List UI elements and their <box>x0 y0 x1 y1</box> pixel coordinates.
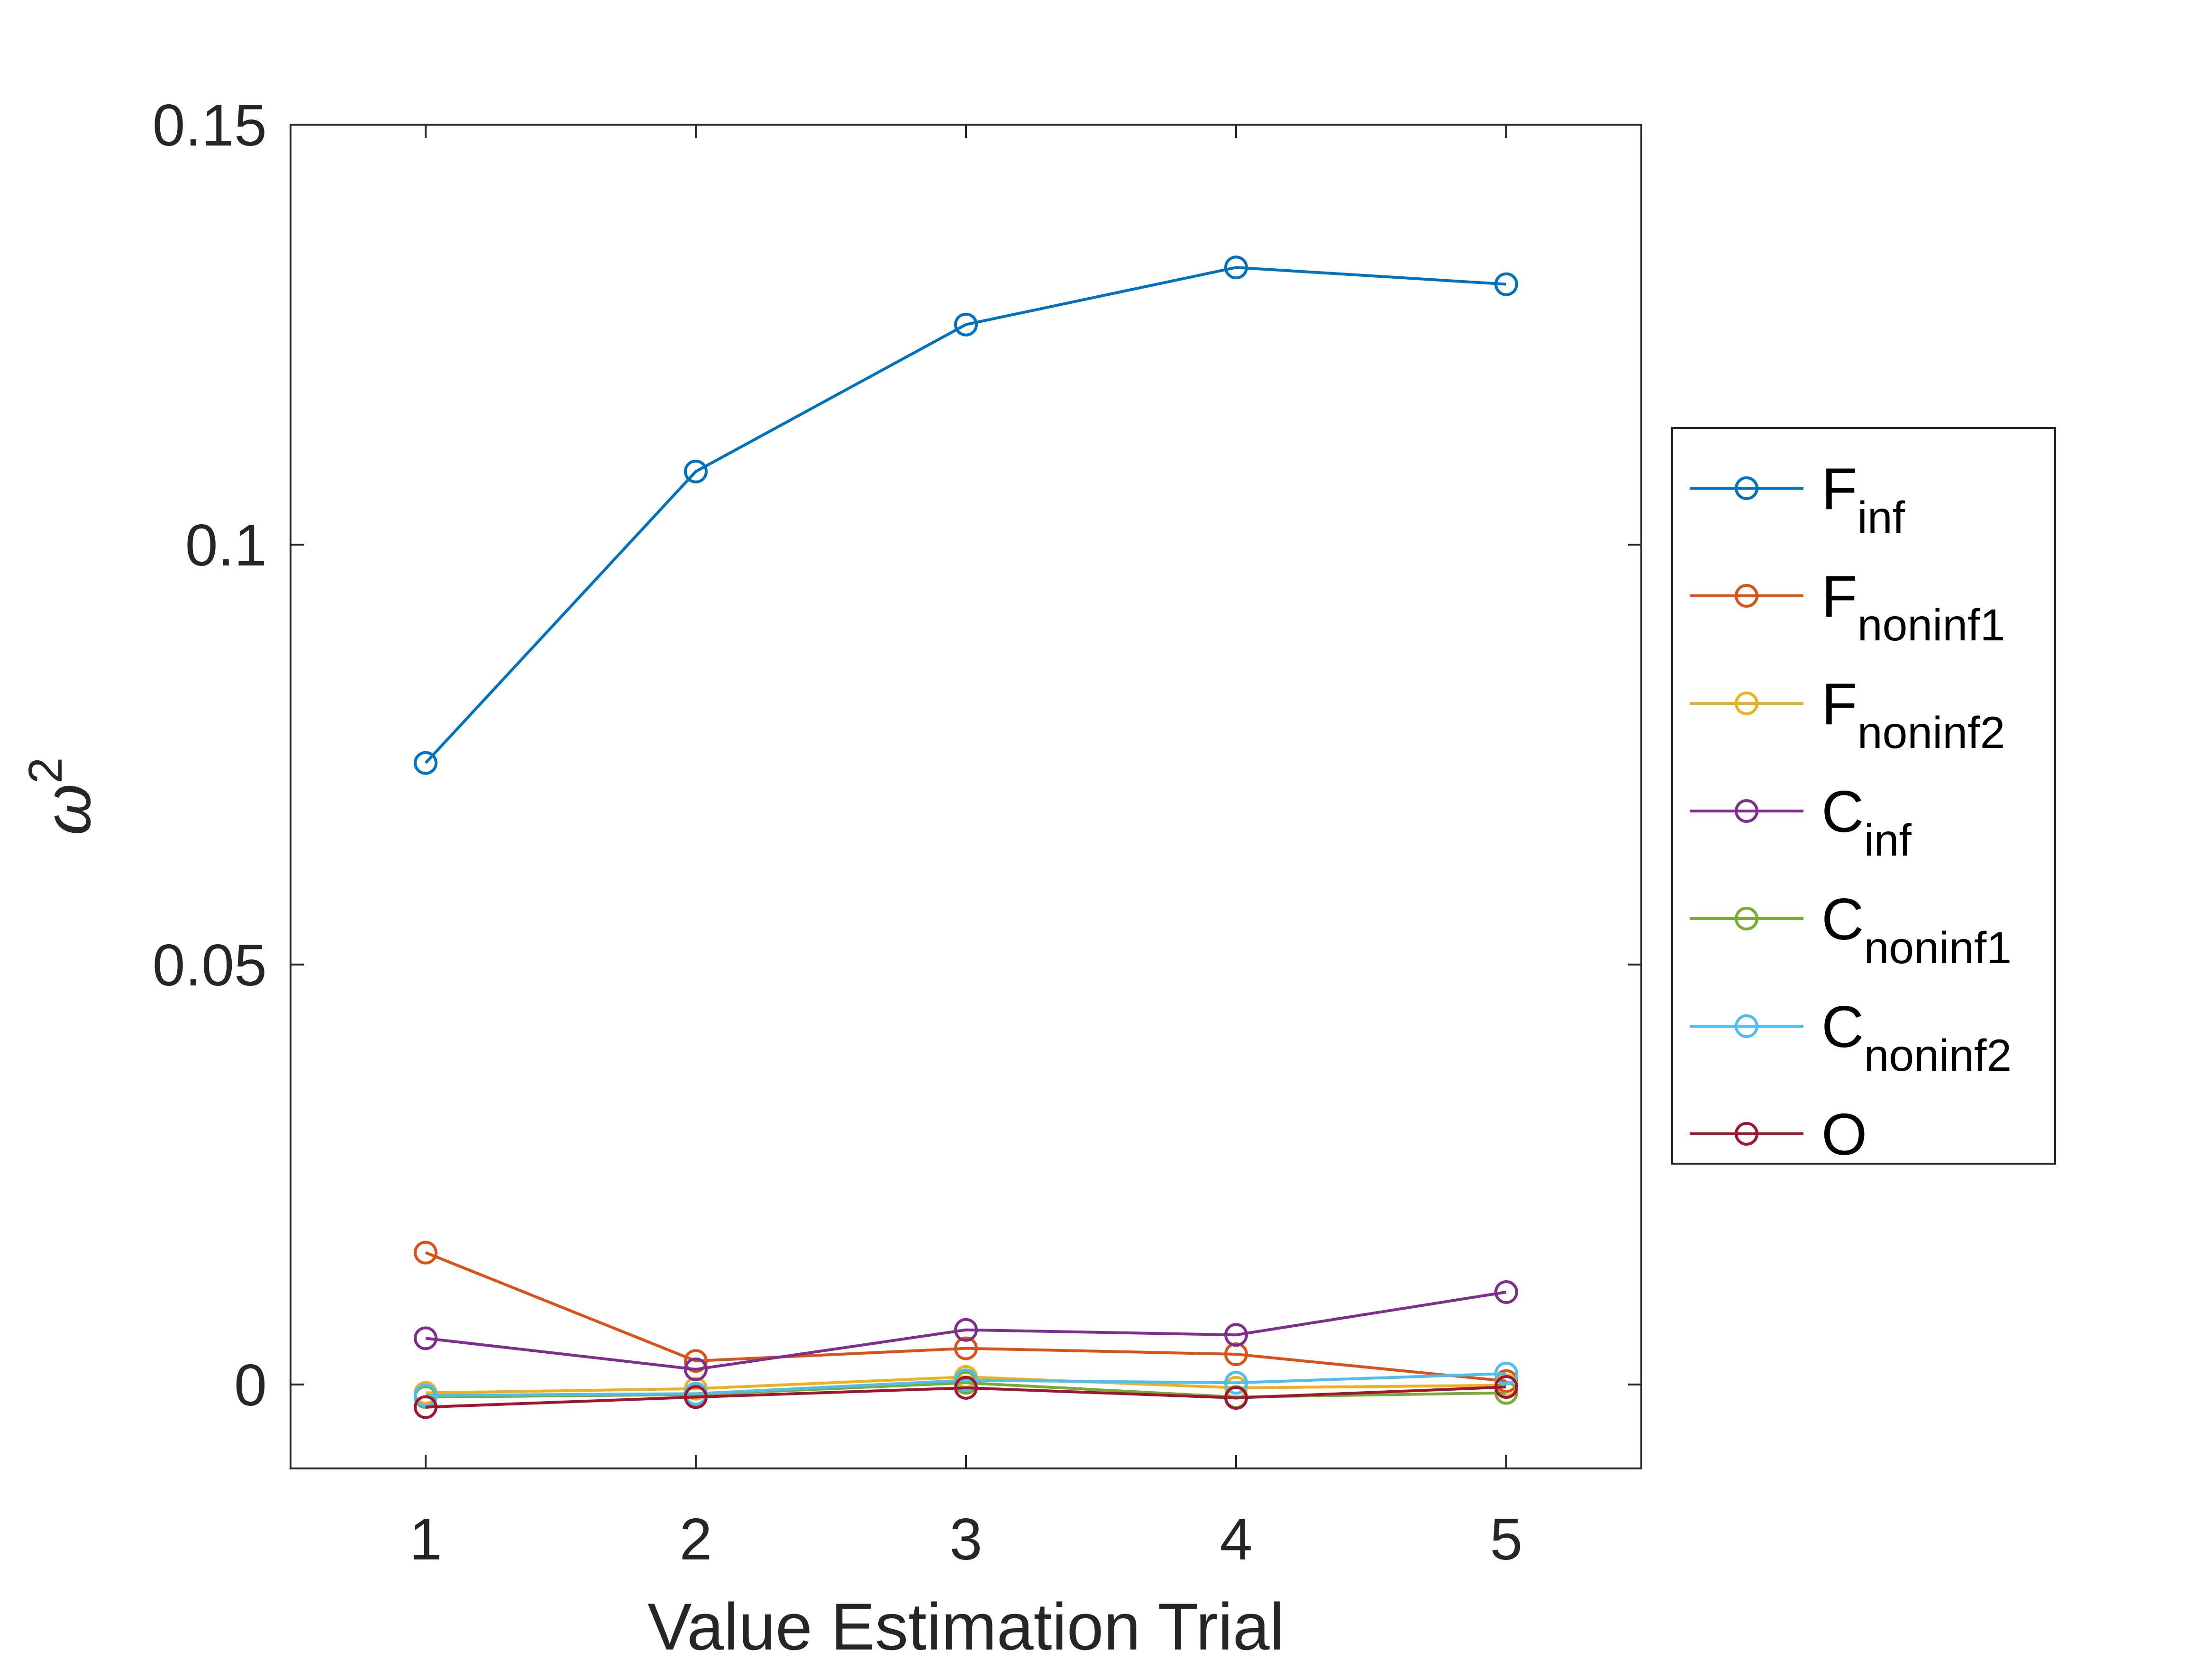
data-point <box>684 459 708 483</box>
data-point <box>414 1395 437 1419</box>
data-point <box>684 1349 708 1373</box>
series-7 <box>414 1375 1518 1419</box>
legend-label: Cnoninf1 <box>1821 887 2012 973</box>
y-tick-label: 0.05 <box>153 933 267 998</box>
y-tick-labels: 0 0.05 0.1 0.15 <box>153 93 267 1418</box>
data-point <box>1224 1386 1248 1410</box>
legend-marker <box>1735 1014 1758 1038</box>
data-point <box>1494 1280 1518 1304</box>
series-line <box>424 266 1507 764</box>
legend-label: Fnoninf1 <box>1821 564 2005 650</box>
legend-entry: Cnoninf1 <box>1690 887 2012 973</box>
legend-marker <box>1735 584 1758 608</box>
series-2 <box>414 1240 1518 1393</box>
data-point <box>1494 1375 1518 1399</box>
data-point <box>414 751 437 775</box>
data-point <box>1224 1342 1248 1367</box>
series-line <box>425 1251 1507 1383</box>
data-point <box>1494 1381 1518 1405</box>
x-tick-label: 4 <box>1220 1507 1253 1572</box>
legend-label: Fnoninf2 <box>1821 672 2005 758</box>
data-point <box>954 312 978 337</box>
legend-entry: Fnoninf1 <box>1690 564 2005 650</box>
data-point <box>1224 1323 1248 1347</box>
series-line <box>425 1386 1507 1409</box>
legend-label: Cinf <box>1821 779 1912 866</box>
series-1 <box>414 255 1518 775</box>
data-point <box>1224 1371 1248 1395</box>
legend-entry: Cinf <box>1690 779 1912 866</box>
data-point <box>954 1318 978 1342</box>
series-line <box>425 1372 1507 1397</box>
legend-label: O <box>1821 1102 1867 1167</box>
data-point <box>414 1326 437 1350</box>
legend-entry: O <box>1690 1102 1867 1167</box>
series-4 <box>414 1280 1518 1381</box>
data-point <box>684 1357 708 1381</box>
legend-marker <box>1735 1122 1758 1146</box>
legend-label: Finf <box>1821 456 1905 543</box>
y-axis-label-superscript: 2 <box>19 757 72 784</box>
legend-marker <box>1735 476 1758 500</box>
legend-items: Finf Fnoninf1 Fnoninf2 Cinf Cnoninf1 Cnoninf2… <box>1690 456 2012 1167</box>
data-point <box>1494 1361 1518 1386</box>
legend-label: Cnoninf2 <box>1821 994 2012 1081</box>
legend: Finf Fnoninf1 Fnoninf2 Cinf Cnoninf1 Cnoninf2… <box>1671 427 2056 1167</box>
data-point <box>684 1385 708 1409</box>
y-axis-label: ω2 <box>19 757 104 836</box>
data-point <box>954 1336 978 1360</box>
y-tick-label: 0 <box>234 1353 267 1418</box>
x-tick-label: 5 <box>1490 1507 1523 1572</box>
series-layer <box>414 255 1518 1419</box>
data-point <box>954 1376 978 1400</box>
data-point <box>414 1240 437 1265</box>
y-axis-label-base: ω <box>30 784 104 835</box>
legend-entry: Cnoninf2 <box>1690 994 2012 1081</box>
x-axis-label: Value Estimation Trial <box>647 1589 1284 1659</box>
legend-marker <box>1735 692 1758 715</box>
legend-marker <box>1735 799 1758 823</box>
x-tick-label: 2 <box>680 1507 712 1572</box>
plot-background <box>291 125 1641 1468</box>
ticks-layer <box>291 124 1641 1468</box>
x-tick-labels: 1 2 3 4 5 <box>410 1507 1523 1572</box>
x-tick-label: 3 <box>950 1507 983 1572</box>
data-point <box>1494 272 1518 296</box>
data-point <box>954 1368 978 1392</box>
series-line <box>425 1290 1507 1371</box>
legend-marker <box>1735 907 1758 930</box>
legend-entry: Fnoninf2 <box>1690 672 2005 758</box>
legend-box <box>1671 427 2056 1165</box>
data-point <box>1224 255 1248 280</box>
y-tick-label: 0.1 <box>185 513 267 578</box>
x-tick-label: 1 <box>410 1507 442 1572</box>
legend-entry: Finf <box>1690 456 1905 543</box>
y-tick-label: 0.15 <box>153 93 267 158</box>
